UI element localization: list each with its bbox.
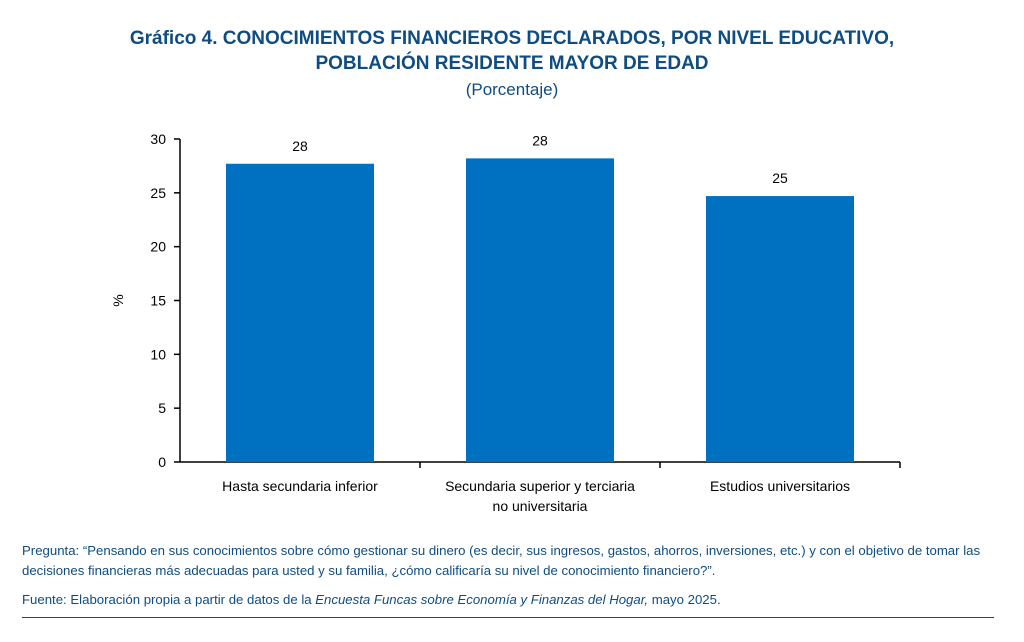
- chart-title-line-1: Gráfico 4. CONOCIMIENTOS FINANCIEROS DEC…: [129, 28, 895, 49]
- category-label-line: Secundaria superior y terciaria: [445, 478, 635, 494]
- source-suffix: mayo 2025.: [648, 592, 721, 607]
- bar: [226, 163, 374, 462]
- category-label: Secundaria superior y terciaria no univer…: [445, 478, 635, 514]
- bar: [466, 158, 614, 462]
- y-tick-label: 10: [150, 346, 166, 362]
- footer-rule: [22, 617, 994, 618]
- source-note: Fuente: Elaboración propia a partir de d…: [22, 590, 1002, 610]
- bar: [706, 196, 854, 462]
- y-axis-label: %: [110, 294, 126, 306]
- y-tick-label: 5: [158, 400, 166, 416]
- y-tick-label: 20: [150, 239, 166, 255]
- data-label: 28: [532, 132, 548, 148]
- data-label: 28: [292, 138, 308, 154]
- category-label: Hasta secundaria inferior: [222, 478, 378, 494]
- category-label-line: Estudios universitarios: [710, 478, 850, 494]
- chart-subtitle: (Porcentaje): [465, 80, 559, 99]
- source-prefix: Fuente: Elaboración propia a partir de d…: [22, 592, 316, 607]
- source-survey-name: Encuesta Funcas sobre Economía y Finanza…: [315, 592, 649, 607]
- y-tick-label: 15: [150, 293, 166, 309]
- category-label: Estudios universitarios: [710, 478, 850, 494]
- data-label: 25: [772, 170, 788, 186]
- category-label-line: Hasta secundaria inferior: [222, 478, 378, 494]
- y-tick-label: 30: [150, 131, 166, 147]
- chart-title-line-2: POBLACIÓN RESIDENTE MAYOR DE EDAD: [315, 53, 709, 74]
- bar-chart: 0 5 10 15 20 25 30% 28 Hasta secundaria inferior…: [110, 131, 901, 514]
- question-note: Pregunta: “Pensando en sus conocimientos…: [22, 543, 981, 578]
- y-tick-label: 25: [150, 185, 166, 201]
- y-tick-label: 0: [158, 454, 166, 470]
- category-label-line: no universitaria: [493, 498, 588, 514]
